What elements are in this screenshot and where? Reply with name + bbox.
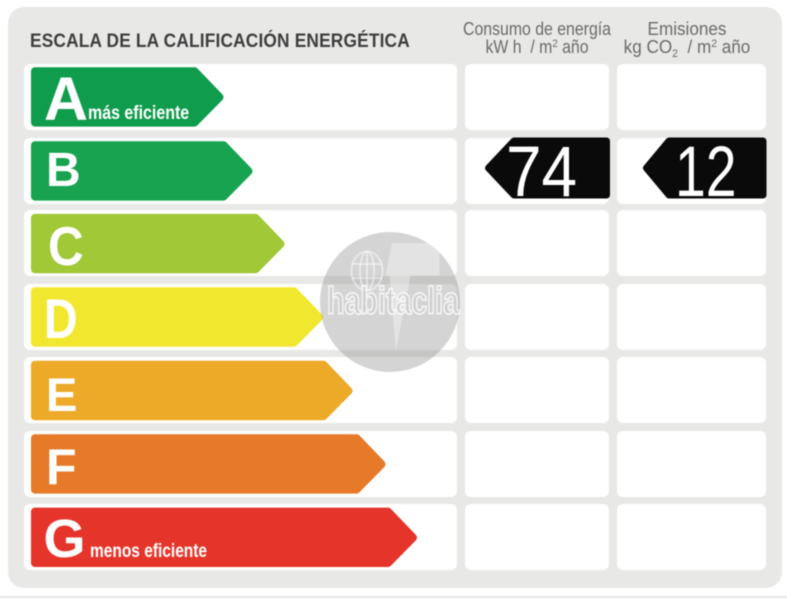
svg-text:habitaclia: habitaclia	[327, 281, 460, 323]
